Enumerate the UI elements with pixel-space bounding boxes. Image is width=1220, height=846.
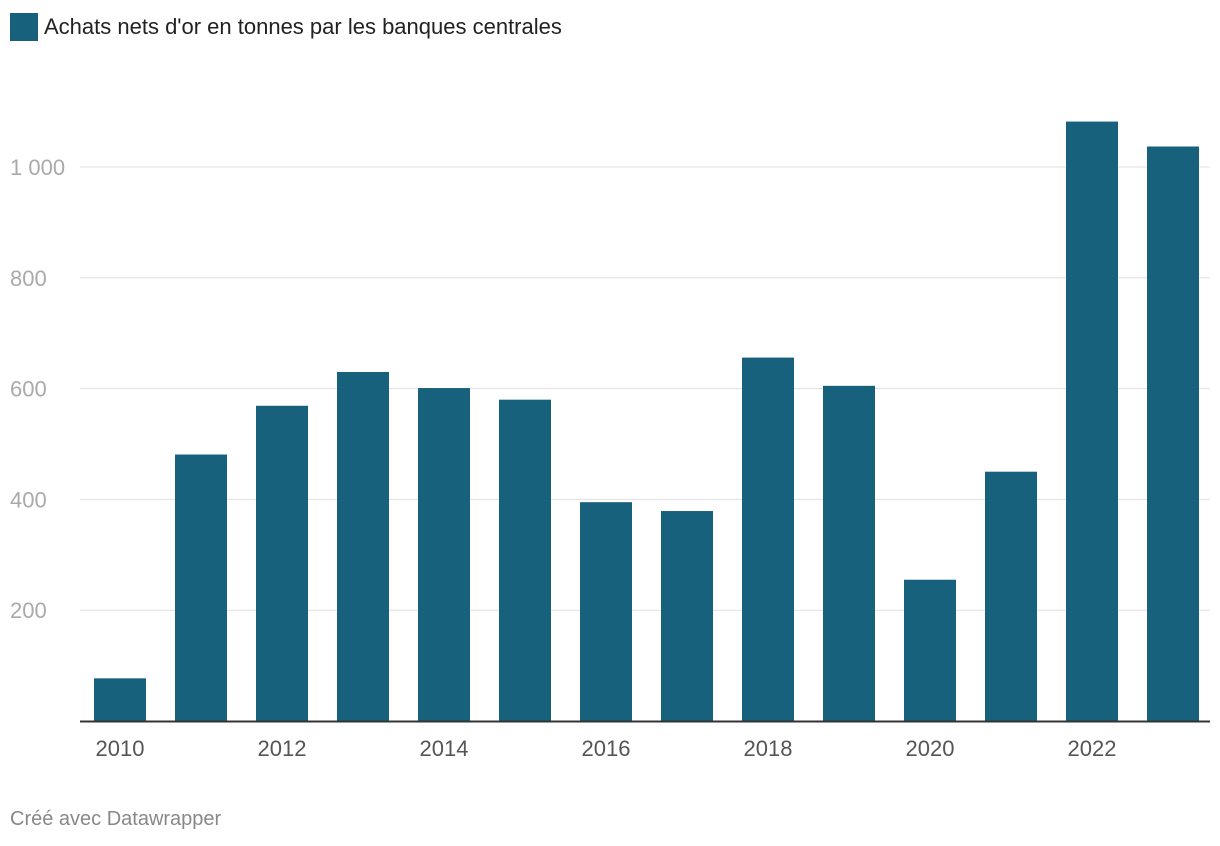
bar-2018 xyxy=(742,357,794,721)
y-tick-label: 800 xyxy=(10,266,47,291)
bar-2012 xyxy=(256,405,308,721)
x-tick-label: 2016 xyxy=(582,736,631,761)
bar-2016 xyxy=(580,502,632,721)
bar-2019 xyxy=(823,385,875,721)
bar-2023 xyxy=(1147,146,1199,721)
bar-2015 xyxy=(499,399,551,721)
y-tick-label: 400 xyxy=(10,487,47,512)
x-tick-label: 2018 xyxy=(744,736,793,761)
bar-2022 xyxy=(1066,121,1118,721)
grid-lines xyxy=(80,166,1210,611)
bar-2014 xyxy=(418,388,470,721)
bar-2021 xyxy=(985,471,1037,721)
legend-swatch xyxy=(10,13,38,41)
y-axis-ticks: 200 400 600 800 1 000 xyxy=(10,155,65,623)
bars xyxy=(94,121,1199,721)
footer-credit[interactable]: Créé avec Datawrapper xyxy=(10,808,222,830)
bar-2011 xyxy=(175,454,227,721)
legend-label: Achats nets d'or en tonnes par les banqu… xyxy=(44,14,562,39)
x-tick-label: 2012 xyxy=(258,736,307,761)
bar-2017 xyxy=(661,511,713,721)
y-tick-label: 200 xyxy=(10,598,47,623)
legend: Achats nets d'or en tonnes par les banqu… xyxy=(10,12,562,42)
bar-2013 xyxy=(337,371,389,721)
x-axis-ticks: 2010 2012 2014 2016 2018 2020 2022 xyxy=(96,736,1117,761)
x-tick-label: 2010 xyxy=(96,736,145,761)
y-tick-label: 1 000 xyxy=(10,155,65,180)
x-tick-label: 2022 xyxy=(1068,736,1117,761)
bar-2020 xyxy=(904,579,956,721)
bar-2010 xyxy=(94,678,146,721)
y-tick-label: 600 xyxy=(10,377,47,402)
x-tick-label: 2020 xyxy=(906,736,955,761)
x-tick-label: 2014 xyxy=(420,736,469,761)
